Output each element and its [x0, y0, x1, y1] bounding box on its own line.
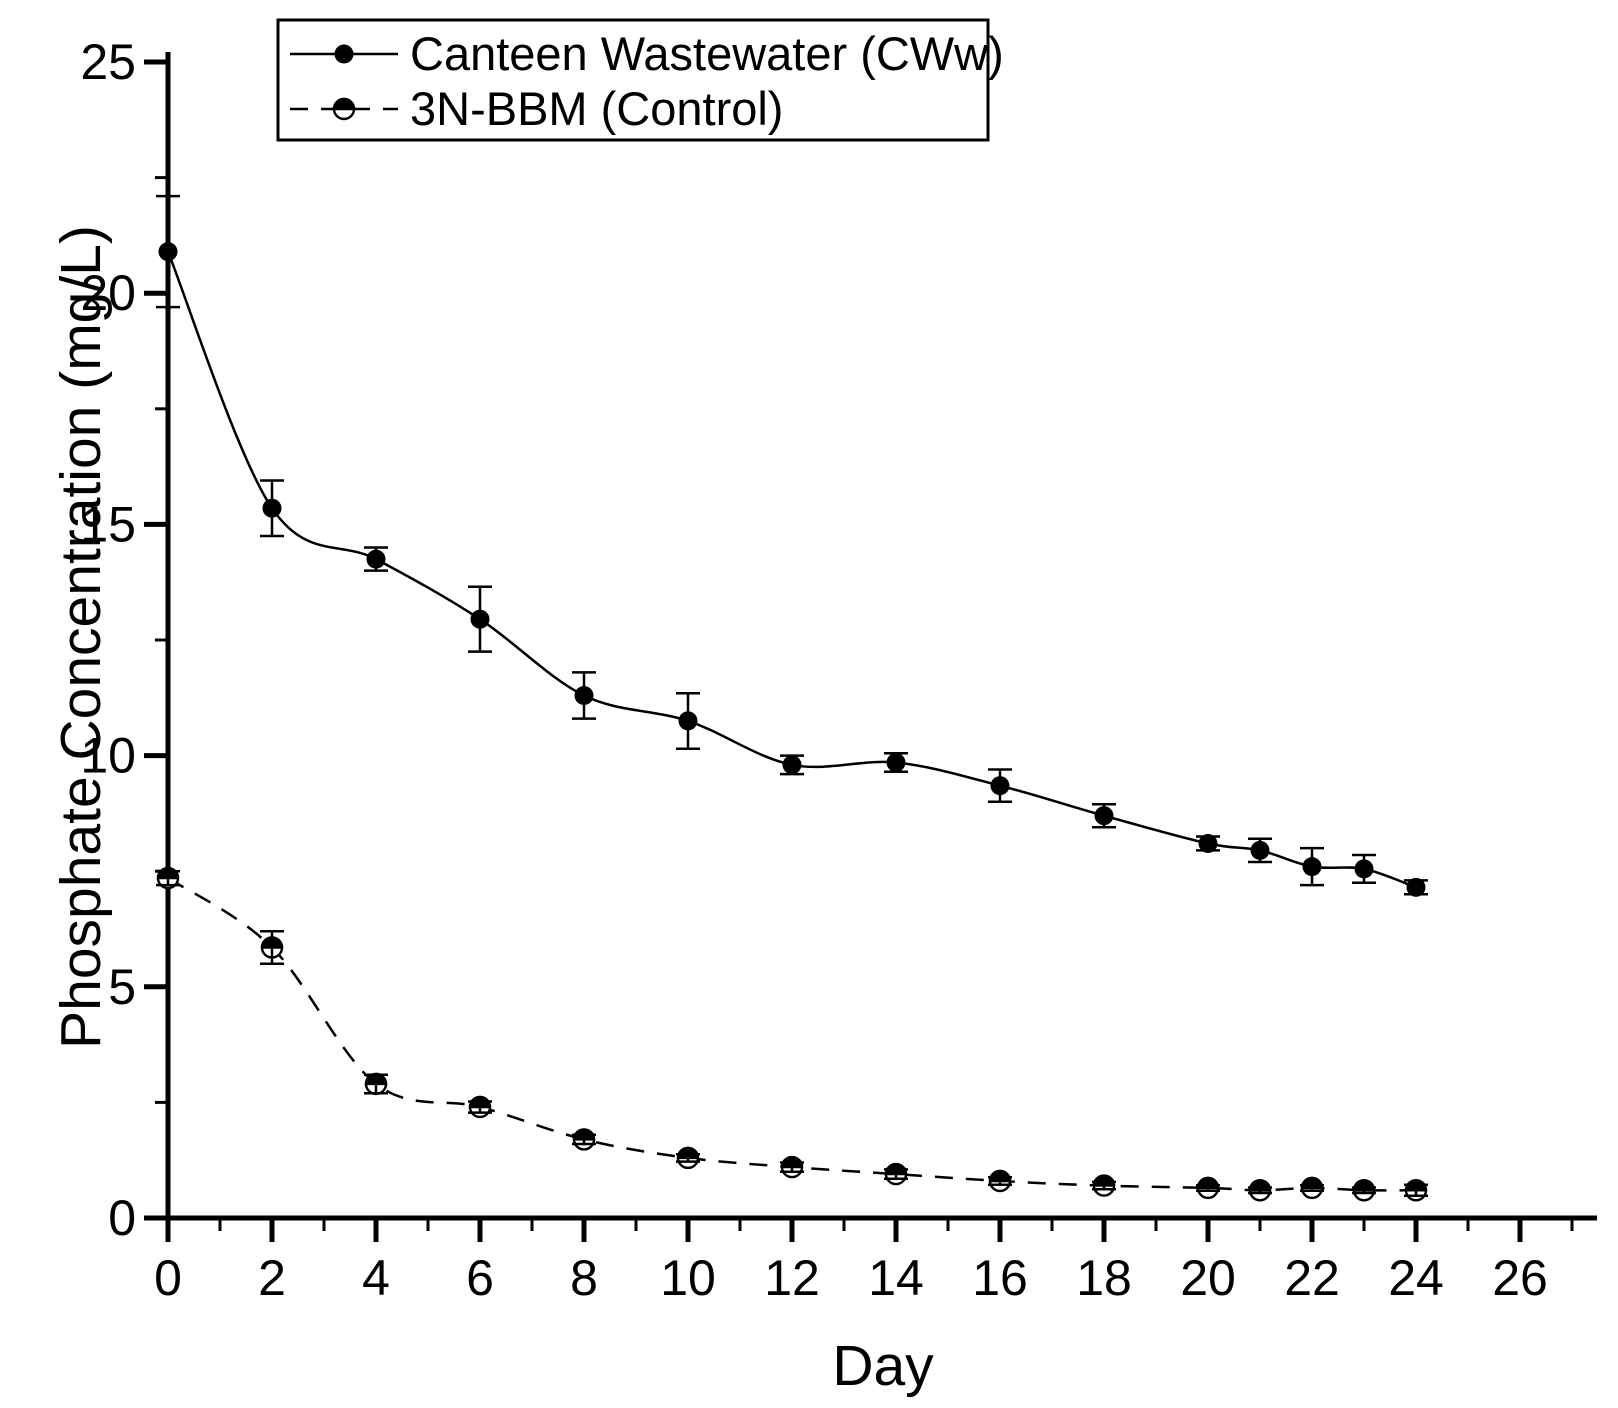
error-bar: [1092, 1180, 1116, 1191]
error-bar: [260, 930, 284, 965]
legend-filled-circle-marker: [334, 44, 354, 64]
x-tick-label: 20: [1180, 1250, 1236, 1306]
y-tick-label: 25: [80, 34, 136, 90]
error-bar: [1352, 853, 1376, 885]
y-tick-label: 5: [108, 959, 136, 1015]
x-tick-label: 8: [570, 1250, 598, 1306]
x-tick-label: 10: [660, 1250, 716, 1306]
y-tick-label: 15: [80, 496, 136, 552]
x-tick-label: 26: [1492, 1250, 1548, 1306]
legend-box: [276, 18, 990, 142]
error-bar: [1196, 1183, 1220, 1192]
error-bar: [364, 546, 388, 572]
y-tick-label: 0: [108, 1190, 136, 1246]
error-bar: [1248, 1186, 1272, 1195]
error-bar: [468, 1100, 492, 1114]
error-bar: [1404, 879, 1428, 896]
legend-label: Canteen Wastewater (CWw): [410, 27, 1004, 80]
error-bar: [1300, 846, 1324, 887]
y-axis-title: Phosphate Concentration (mg/L): [49, 225, 113, 1049]
x-tick-label: 18: [1076, 1250, 1132, 1306]
x-tick-label: 0: [154, 1250, 182, 1306]
error-bar: [156, 194, 180, 309]
legend-label: 3N-BBM (Control): [410, 82, 783, 135]
error-bar: [572, 1133, 596, 1146]
x-tick-label: 16: [972, 1250, 1028, 1306]
series-cww: [156, 194, 1428, 897]
error-bar: [572, 671, 596, 720]
x-tick-label: 12: [764, 1250, 820, 1306]
error-bar: [468, 585, 492, 653]
y-tick-label: 20: [80, 265, 136, 321]
x-tick-label: 4: [362, 1250, 390, 1306]
legend-entry-1: 3N-BBM (Control): [290, 82, 783, 135]
error-bar: [1352, 1186, 1376, 1195]
error-bar: [780, 1161, 804, 1174]
series-control: [156, 866, 1428, 1202]
x-tick-label: 6: [466, 1250, 494, 1306]
y-tick-label: 10: [80, 728, 136, 784]
error-bar: [676, 691, 700, 750]
x-axis-title: Day: [832, 1334, 934, 1398]
x-tick-label: 22: [1284, 1250, 1340, 1306]
error-bar: [1404, 1183, 1428, 1198]
error-bar: [1196, 835, 1220, 852]
error-bar: [1248, 837, 1272, 864]
error-bar: [1300, 1183, 1324, 1192]
error-bar: [884, 1168, 908, 1180]
error-bar: [884, 752, 908, 774]
error-bar: [364, 1073, 388, 1095]
x-tick-label: 14: [868, 1250, 924, 1306]
error-bar: [260, 479, 284, 538]
legend: Canteen Wastewater (CWw)3N-BBM (Control): [276, 18, 1004, 142]
error-bar: [988, 768, 1012, 804]
error-bar: [988, 1176, 1012, 1186]
error-bar: [676, 1152, 700, 1163]
x-tick-label: 24: [1388, 1250, 1444, 1306]
x-tick-label: 2: [258, 1250, 286, 1306]
axes: 0 2 4 6 8 10 12 14 16 18 20 22 24 260510152025DayPhos…: [49, 34, 1597, 1398]
error-bar: [1092, 802, 1116, 829]
series-line: [166, 251, 1417, 889]
legend-entry-0: Canteen Wastewater (CWw): [290, 27, 1004, 80]
error-bar: [780, 754, 804, 776]
legend-half-circle-marker-top: [332, 97, 356, 111]
error-bar: [156, 869, 180, 887]
series-line: [167, 877, 1417, 1192]
